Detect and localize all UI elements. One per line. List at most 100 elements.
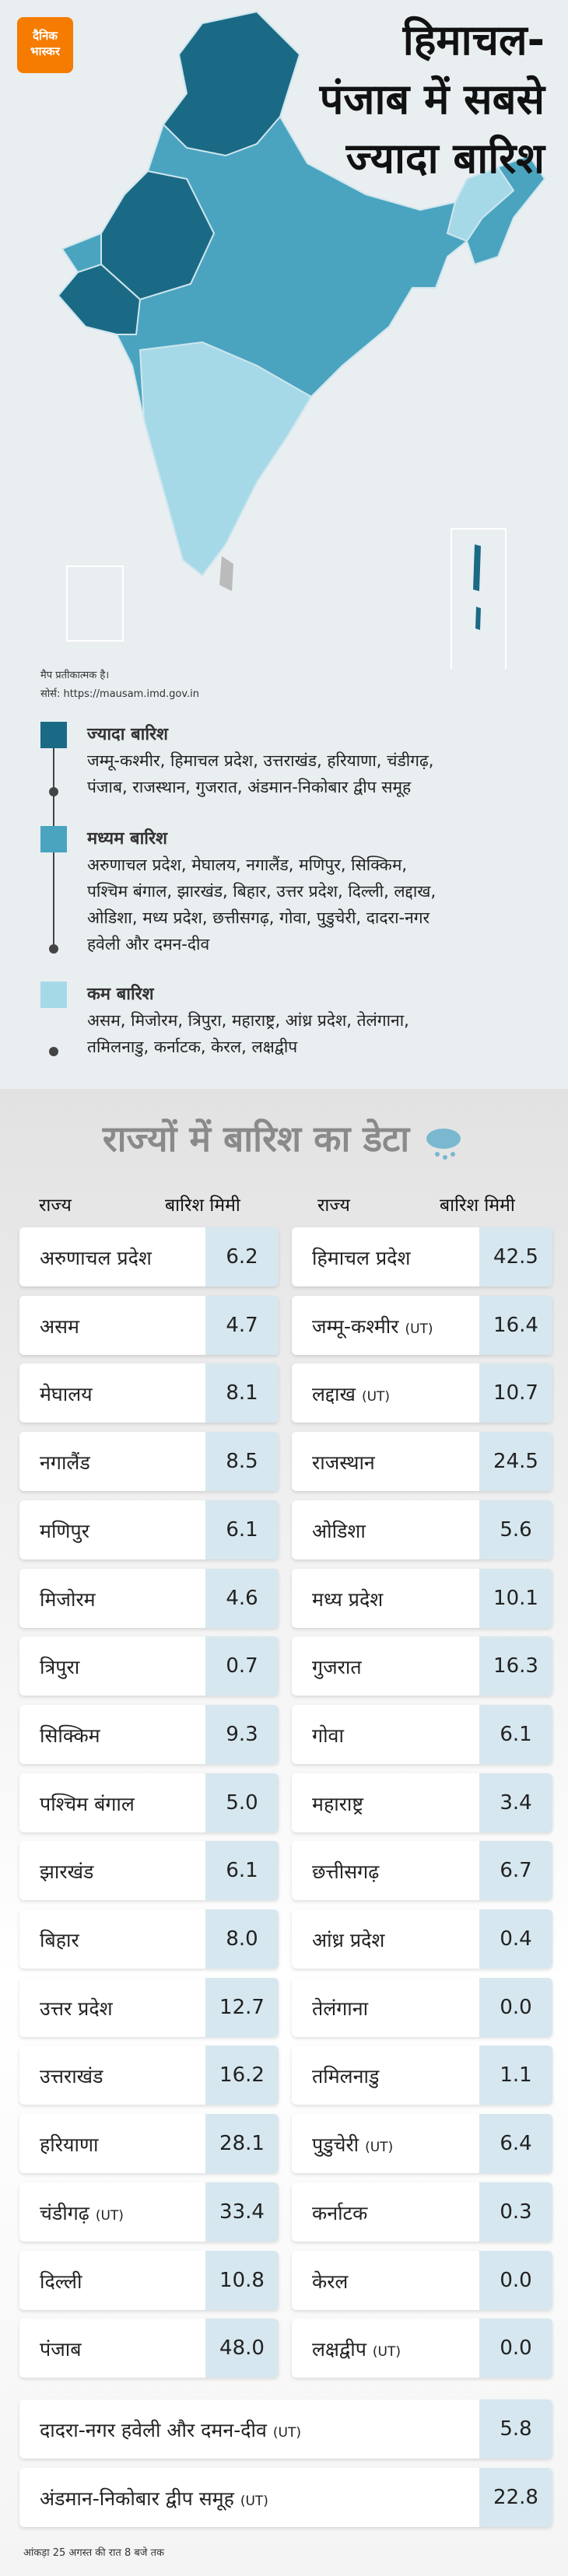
rain-value: 28.1	[205, 2114, 279, 2174]
state-text: त्रिपुरा	[40, 1656, 80, 1679]
rain-value: 3.4	[479, 1773, 552, 1832]
map-high-west	[100, 170, 216, 301]
state-name: उत्तराखंड	[40, 2063, 103, 2089]
ut-tag: (UT)	[240, 2494, 268, 2509]
state-text: पुडुचेरी	[312, 2133, 359, 2157]
table-row: अरुणाचल प्रदेश 6.2	[19, 1227, 279, 1286]
state-name: चंडीगढ़ (UT)	[40, 2200, 124, 2226]
state-text: पश्चिम बंगाल	[40, 1792, 135, 1815]
table-row: मणिपुर 6.1	[19, 1500, 279, 1559]
table-row: बिहार 8.0	[19, 1909, 279, 1969]
title-line: हिमाचल-	[402, 16, 545, 65]
table-row: पंजाब 48.0	[19, 2319, 279, 2378]
ut-tag: (UT)	[95, 2207, 124, 2224]
state-name: पुडुचेरी (UT)	[312, 2131, 393, 2158]
state-text: पंजाब	[40, 2338, 82, 2361]
legend-dot	[49, 1047, 58, 1056]
table-row: चंडीगढ़ (UT) 33.4	[19, 2182, 279, 2242]
state-name: नगालैंड	[40, 1449, 90, 1475]
state-name: लक्षद्वीप (UT)	[312, 2336, 401, 2362]
source: सोर्स: https://mausam.imd.gov.in	[40, 688, 199, 700]
table-row: मिजोरम 4.6	[19, 1568, 279, 1628]
state-name: झारखंड	[40, 1858, 93, 1885]
state-text: दिल्ली	[40, 2270, 82, 2293]
state-name: दिल्ली	[40, 2268, 82, 2294]
rain-value: 1.1	[479, 2046, 552, 2105]
india-map	[57, 10, 546, 669]
state-name: ओडिशा	[312, 1517, 366, 1544]
state-text: लक्षद्वीप	[312, 2338, 366, 2361]
state-name: पश्चिम बंगाल	[40, 1790, 135, 1817]
state-name: केरल	[312, 2268, 348, 2294]
state-text: लद्दाख	[312, 1383, 356, 1406]
table-row: केरल 0.0	[292, 2250, 552, 2310]
legend-text: असम, मिजोरम, त्रिपुरा, महाराष्ट्र, आंध्र…	[87, 1011, 409, 1030]
legend-dot	[49, 787, 58, 796]
table-row: लद्दाख (UT) 10.7	[292, 1363, 552, 1423]
state-text: मध्य प्रदेश	[312, 1587, 384, 1611]
rain-value: 16.4	[479, 1295, 552, 1355]
state-name: हरियाणा	[40, 2131, 99, 2158]
state-text: चंडीगढ़	[40, 2201, 89, 2224]
table-row: असम 4.7	[19, 1295, 279, 1355]
state-text: गुजरात	[312, 1656, 362, 1679]
table-row: तमिलनाडु 1.1	[292, 2046, 552, 2105]
rain-value: 42.5	[479, 1227, 552, 1286]
state-name: तमिलनाडु	[312, 2063, 379, 2089]
rain-value: 4.6	[205, 1568, 279, 1628]
state-text: असम	[40, 1314, 79, 1338]
state-text: सिक्किम	[40, 1724, 100, 1747]
state-name: असम	[40, 1313, 79, 1339]
rain-value: 8.1	[205, 1363, 279, 1423]
rain-value: 6.1	[205, 1841, 279, 1901]
state-name: अंडमान-निकोबार द्वीप समूह (UT)	[40, 2485, 268, 2511]
state-text: छत्तीसगढ़	[312, 1860, 380, 1884]
state-text: आंध्र प्रदेश	[312, 1929, 385, 1951]
table-row: मेघालय 8.1	[19, 1363, 279, 1423]
column-header: बारिश मिमी	[440, 1195, 515, 1216]
state-text: तमिलनाडु	[312, 2065, 380, 2088]
state-text: मणिपुर	[40, 1519, 89, 1542]
legend-title: कम बारिश	[87, 985, 154, 1004]
table-row: महाराष्ट्र 3.4	[292, 1773, 552, 1832]
rain-value: 48.0	[205, 2319, 279, 2378]
legend-text: अरुणाचल प्रदेश, मेघालय, नगालैंड, मणिपुर,…	[87, 856, 408, 874]
state-name: मिजोरम	[40, 1586, 96, 1612]
table-row: सिक्किम 9.3	[19, 1704, 279, 1764]
state-text: मेघालय	[40, 1383, 93, 1406]
table-row: त्रिपुरा 0.7	[19, 1636, 279, 1696]
state-text: झारखंड	[40, 1860, 94, 1884]
map-high-north	[162, 10, 301, 157]
logo-text: भास्कर	[30, 44, 60, 58]
legend-swatch	[40, 982, 67, 1008]
state-name: लद्दाख (UT)	[312, 1381, 390, 1407]
state-name: छत्तीसगढ़	[312, 1858, 379, 1885]
table-row: पुडुचेरी (UT) 6.4	[292, 2114, 552, 2174]
table-row: छत्तीसगढ़ 6.7	[292, 1841, 552, 1901]
state-name: बिहार	[40, 1927, 79, 1953]
footer: आंकड़ा 25 अगस्त की रात 8 बजे तक	[23, 2547, 164, 2559]
legend-text: हवेली और दमन-दीव	[87, 935, 210, 954]
table-row: तेलंगाना 0.0	[292, 1977, 552, 2037]
legend-text: जम्मू-कश्मीर, हिमाचल प्रदेश, उत्तराखंड, …	[87, 751, 434, 770]
state-text: कर्नाटक	[312, 2201, 368, 2224]
state-name: मणिपुर	[40, 1517, 89, 1544]
table-row: हिमाचल प्रदेश 42.5	[292, 1227, 552, 1286]
table-row: उत्तर प्रदेश 12.7	[19, 1977, 279, 2037]
map-low-south	[138, 341, 313, 577]
state-text: मिजोरम	[40, 1587, 96, 1611]
state-text: जम्मू-कश्मीर	[312, 1314, 399, 1338]
state-name: दादरा-नगर हवेली और दमन-दीव (UT)	[40, 2417, 301, 2443]
table-title: राज्यों में बारिश का डेटा	[0, 1114, 568, 1164]
state-name: जम्मू-कश्मीर (UT)	[312, 1313, 433, 1339]
table-row: कर्नाटक 0.3	[292, 2182, 552, 2242]
legend-title: ज्यादा बारिश	[87, 725, 168, 744]
state-name: गोवा	[312, 1722, 344, 1748]
rain-value: 0.3	[479, 2182, 552, 2242]
state-text: बिहार	[40, 1929, 79, 1951]
column-header: बारिश मिमी	[165, 1195, 240, 1216]
state-text: राजस्थान	[312, 1451, 375, 1475]
state-name: कर्नाटक	[312, 2200, 367, 2226]
